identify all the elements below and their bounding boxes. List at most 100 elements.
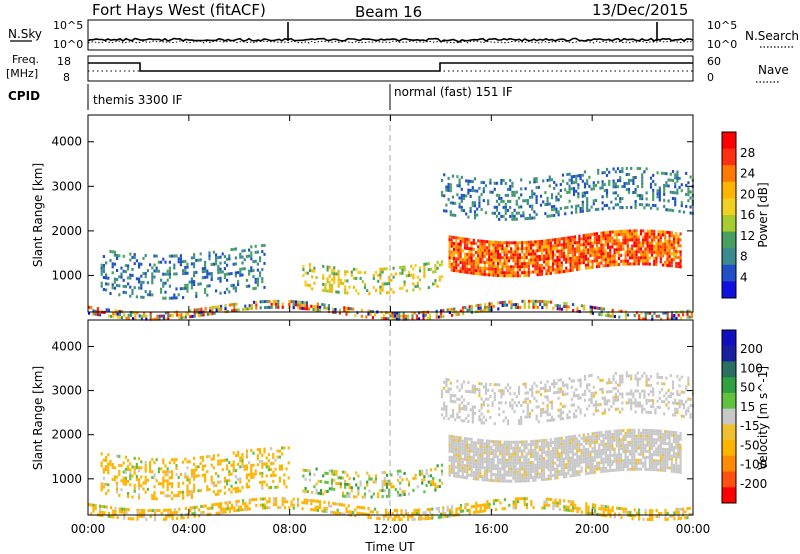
- heatmap-cell: [615, 239, 618, 243]
- heatmap-cell: [474, 269, 478, 272]
- heatmap-cell: [250, 307, 253, 310]
- heatmap-cell: [368, 292, 371, 296]
- heatmap-cell: [679, 259, 682, 263]
- heatmap-cell: [171, 491, 174, 495]
- heatmap-cell: [154, 518, 157, 522]
- heatmap-cell: [423, 271, 426, 275]
- heatmap-cell: [189, 509, 192, 513]
- heatmap-cell: [566, 191, 569, 194]
- heatmap-cell: [661, 438, 665, 442]
- heatmap-cell: [589, 233, 592, 237]
- heatmap-cell: [121, 510, 124, 514]
- heatmap-cell: [666, 263, 669, 267]
- heatmap-cell: [497, 307, 500, 311]
- heatmap-cell: [582, 454, 585, 458]
- heatmap-cell: [272, 461, 275, 465]
- heatmap-cell: [653, 432, 656, 436]
- heatmap-cell: [572, 509, 575, 513]
- heatmap-cell: [523, 305, 526, 309]
- heatmap-cell: [90, 503, 93, 507]
- heatmap-cell: [486, 500, 489, 504]
- heatmap-cell: [403, 493, 406, 496]
- heatmap-cell: [461, 475, 464, 479]
- heatmap-cell: [578, 243, 581, 247]
- heatmap-cell: [679, 265, 682, 269]
- heatmap-cell: [543, 468, 546, 472]
- heatmap-cell: [601, 186, 604, 190]
- heatmap-cell: [649, 185, 653, 189]
- heatmap-cell: [272, 500, 275, 504]
- heatmap-cell: [283, 482, 286, 486]
- heatmap-cell: [222, 510, 225, 514]
- heatmap-cell: [609, 460, 612, 464]
- heatmap-cell: [322, 264, 325, 268]
- heatmap-cell: [187, 515, 190, 519]
- heatmap-cell: [382, 517, 385, 521]
- heatmap-cell: [501, 473, 504, 477]
- heatmap-cell: [458, 178, 461, 182]
- heatmap-cell: [670, 234, 673, 238]
- heatmap-cell: [510, 440, 513, 444]
- heatmap-cell: [398, 311, 401, 315]
- heatmap-cell: [637, 437, 640, 441]
- heatmap-cell: [367, 312, 370, 316]
- heatmap-cell: [672, 243, 676, 247]
- heatmap-cell: [503, 458, 506, 462]
- heatmap-cell: [188, 490, 191, 494]
- heatmap-cell: [507, 464, 511, 468]
- heatmap-cell: [107, 314, 110, 318]
- heatmap-cell: [545, 242, 548, 246]
- heatmap-cell: [572, 190, 576, 193]
- heatmap-cell: [658, 198, 661, 202]
- heatmap-cell: [483, 472, 486, 476]
- heatmap-cell: [113, 262, 116, 266]
- heatmap-cell: [521, 440, 524, 444]
- sky-noise-line: [87, 22, 694, 43]
- heatmap-cell: [215, 493, 218, 496]
- heatmap-cell: [328, 289, 331, 293]
- heatmap-cell: [448, 455, 451, 459]
- heatmap-cell: [390, 272, 393, 276]
- heatmap-cell: [455, 435, 458, 439]
- heatmap-cell: [676, 176, 679, 180]
- heatmap-cell: [186, 487, 189, 491]
- heatmap-cell: [302, 268, 305, 272]
- heatmap-cell: [640, 317, 643, 321]
- heatmap-cell: [523, 464, 526, 468]
- heatmap-cell: [558, 440, 561, 443]
- heatmap-cell: [668, 454, 671, 458]
- heatmap-cell: [642, 250, 645, 254]
- heatmap-cell: [523, 299, 526, 303]
- heatmap-cell: [239, 508, 242, 512]
- heatmap-cell: [547, 444, 550, 448]
- heatmap-cell: [466, 464, 469, 468]
- heatmap-cell: [377, 492, 380, 496]
- heatmap-cell: [167, 508, 170, 512]
- heatmap-cell: [393, 314, 396, 318]
- heatmap-cell: [237, 508, 240, 512]
- heatmap-cell: [388, 488, 391, 492]
- heatmap-cell: [160, 511, 163, 515]
- heatmap-cell: [575, 210, 578, 214]
- heatmap-cell: [107, 308, 110, 312]
- colorbar-swatch: [722, 181, 736, 199]
- heatmap-cell: [232, 283, 235, 287]
- heatmap-cell: [545, 450, 548, 454]
- heatmap-cell: [278, 455, 281, 459]
- heatmap-cell: [143, 311, 146, 315]
- heatmap-cell: [468, 241, 471, 245]
- heatmap-cell: [629, 511, 632, 514]
- heatmap-cell: [481, 448, 484, 452]
- heatmap-cell: [571, 471, 574, 475]
- heatmap-cell: [492, 249, 495, 253]
- heatmap-cell: [591, 465, 594, 469]
- heatmap-cell: [281, 467, 284, 471]
- heatmap-cell: [457, 448, 460, 451]
- heatmap-cell: [263, 462, 266, 466]
- heatmap-cell: [554, 504, 557, 508]
- heatmap-cell: [617, 441, 621, 445]
- heatmap-cell: [144, 254, 147, 258]
- heatmap-cell: [529, 473, 533, 477]
- heatmap-cell: [516, 241, 519, 245]
- heatmap-cell: [477, 263, 480, 267]
